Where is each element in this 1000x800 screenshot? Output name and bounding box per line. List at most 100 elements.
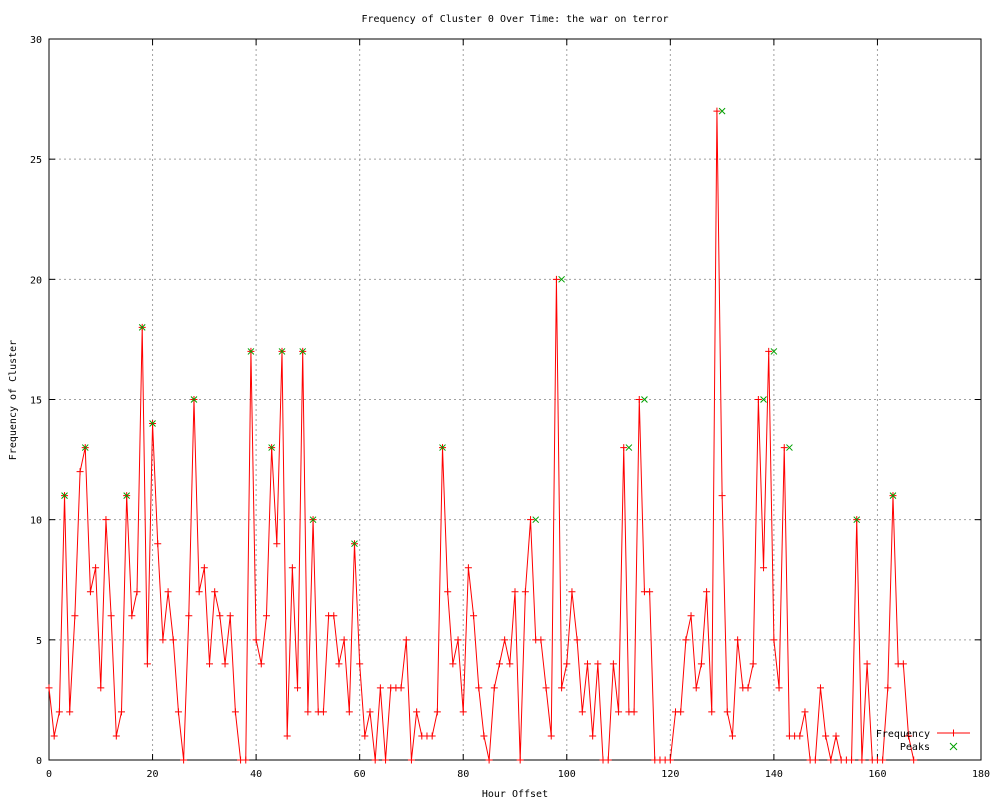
- frequency-point: [413, 708, 421, 716]
- frequency-point: [226, 612, 234, 620]
- peak-point: [889, 492, 897, 499]
- frequency-point: [475, 684, 483, 692]
- frequency-point: [796, 732, 804, 740]
- frequency-point: [345, 708, 353, 716]
- peak-point: [247, 348, 255, 355]
- frequency-point: [361, 732, 369, 740]
- peak-point: [149, 420, 156, 427]
- frequency-point: [703, 588, 711, 596]
- y-tick-label: 5: [36, 636, 42, 647]
- frequency-point: [516, 756, 524, 764]
- frequency-point: [879, 756, 887, 764]
- frequency-point: [221, 660, 229, 668]
- frequency-point: [604, 756, 612, 764]
- frequency-point: [501, 636, 509, 644]
- x-tick-label: 20: [147, 769, 159, 780]
- x-tick-label: 140: [765, 769, 783, 780]
- x-tick-label: 0: [46, 769, 52, 780]
- grid: [49, 39, 981, 760]
- y-axis-label: Frequency of Cluster: [8, 340, 19, 460]
- frequency-point: [490, 684, 498, 692]
- frequency-point: [376, 684, 384, 692]
- frequency-point: [92, 564, 100, 572]
- frequency-point: [180, 756, 188, 764]
- peak-point: [718, 107, 726, 115]
- frequency-point: [620, 444, 628, 452]
- peak-point: [268, 444, 275, 451]
- frequency-point: [708, 708, 716, 716]
- frequency-point: [754, 396, 762, 403]
- frequency-point: [697, 660, 705, 668]
- frequency-point: [262, 612, 270, 620]
- frequency-point: [86, 588, 94, 596]
- y-tick-label: 25: [30, 155, 42, 166]
- frequency-point: [288, 564, 296, 572]
- peak-point: [299, 348, 307, 355]
- frequency-point: [765, 347, 773, 355]
- frequency-point: [200, 564, 208, 572]
- frequency-point: [283, 732, 291, 740]
- frequency-point: [459, 708, 467, 716]
- peak-point: [558, 275, 565, 283]
- frequency-point: [117, 708, 125, 716]
- frequency-point: [822, 732, 830, 740]
- frequency-point: [723, 708, 731, 716]
- frequency-point: [495, 660, 503, 668]
- x-tick-label: 180: [972, 769, 990, 780]
- frequency-point: [899, 660, 907, 668]
- y-tick-label: 0: [36, 756, 42, 767]
- frequency-point: [749, 660, 757, 668]
- peak-point: [81, 444, 89, 451]
- frequency-point: [252, 636, 260, 644]
- frequency-point: [470, 612, 478, 620]
- frequency-point: [335, 660, 343, 668]
- frequency-point: [66, 708, 74, 716]
- frequency-point: [216, 612, 224, 620]
- frequency-point: [811, 756, 819, 764]
- x-tick-label: 80: [457, 769, 469, 780]
- frequency-point: [76, 468, 84, 476]
- frequency-point: [154, 540, 162, 548]
- frequency-point: [304, 708, 312, 716]
- frequency-point: [816, 684, 824, 692]
- peak-point: [190, 396, 198, 403]
- legend-marker-frequency: [950, 729, 957, 737]
- frequency-point: [635, 396, 643, 403]
- frequency-point: [863, 660, 871, 668]
- frequency-point: [366, 708, 374, 716]
- peak-point: [61, 492, 68, 499]
- frequency-point: [407, 756, 415, 764]
- legend-label-frequency: Frequency: [876, 729, 930, 740]
- frequency-point: [485, 756, 493, 764]
- frequency-point: [692, 684, 700, 692]
- frequency-point: [133, 588, 141, 596]
- y-tick-label: 20: [30, 275, 42, 286]
- series-frequency: [45, 107, 918, 764]
- frequency-point: [211, 588, 219, 596]
- frequency-point: [770, 636, 778, 644]
- x-tick-label: 160: [868, 769, 886, 780]
- frequency-point: [734, 636, 742, 644]
- peak-point: [770, 348, 778, 355]
- peak-point: [853, 516, 861, 524]
- frequency-point: [578, 708, 586, 716]
- frequency-point: [397, 684, 405, 692]
- legend: Frequency Peaks: [876, 729, 970, 753]
- frequency-point: [102, 516, 110, 524]
- frequency-point: [615, 708, 623, 716]
- x-tick-label: 100: [558, 769, 576, 780]
- chart-title: Frequency of Cluster 0 Over Time: the wa…: [361, 14, 668, 25]
- frequency-point: [568, 588, 576, 596]
- x-tick-label: 40: [250, 769, 262, 780]
- peak-point: [278, 348, 286, 355]
- y-tick-label: 30: [30, 35, 42, 46]
- frequency-point: [687, 612, 695, 620]
- frequency-point: [174, 708, 182, 716]
- frequency-point: [848, 756, 856, 764]
- frequency-point: [542, 684, 550, 692]
- frequency-line: [48, 111, 915, 761]
- frequency-point: [713, 107, 721, 115]
- frequency-point: [537, 636, 545, 644]
- frequency-point: [449, 660, 457, 668]
- frequency-point: [858, 756, 866, 764]
